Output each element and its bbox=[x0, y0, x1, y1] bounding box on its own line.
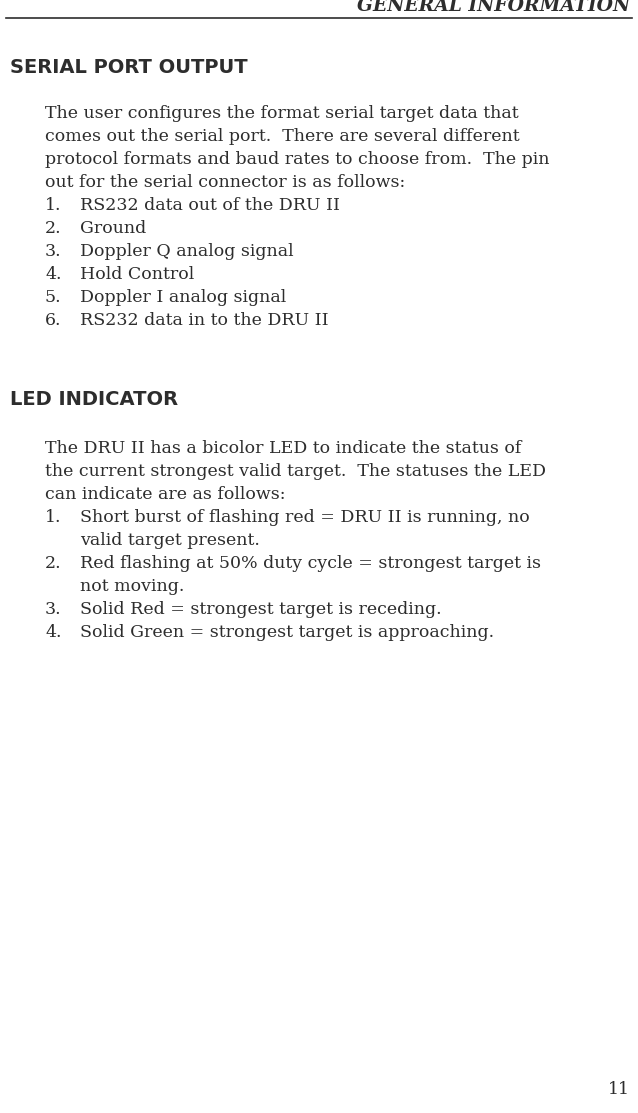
Text: 4.: 4. bbox=[45, 266, 61, 283]
Text: Doppler I analog signal: Doppler I analog signal bbox=[80, 289, 286, 306]
Text: not moving.: not moving. bbox=[80, 578, 184, 595]
Text: The DRU II has a bicolor LED to indicate the status of: The DRU II has a bicolor LED to indicate… bbox=[45, 440, 521, 457]
Text: Short burst of flashing red = DRU II is running, no: Short burst of flashing red = DRU II is … bbox=[80, 509, 530, 526]
Text: out for the serial connector is as follows:: out for the serial connector is as follo… bbox=[45, 174, 405, 191]
Text: 3.: 3. bbox=[45, 243, 62, 260]
Text: LED INDICATOR: LED INDICATOR bbox=[10, 390, 178, 408]
Text: Solid Green = strongest target is approaching.: Solid Green = strongest target is approa… bbox=[80, 624, 494, 641]
Text: 2.: 2. bbox=[45, 220, 62, 237]
Text: Solid Red = strongest target is receding.: Solid Red = strongest target is receding… bbox=[80, 601, 441, 618]
Text: Hold Control: Hold Control bbox=[80, 266, 194, 283]
Text: RS232 data in to the DRU II: RS232 data in to the DRU II bbox=[80, 312, 329, 329]
Text: The user configures the format serial target data that: The user configures the format serial ta… bbox=[45, 105, 519, 122]
Text: 1.: 1. bbox=[45, 509, 61, 526]
Text: 2.: 2. bbox=[45, 555, 62, 572]
Text: valid target present.: valid target present. bbox=[80, 532, 260, 549]
Text: 6.: 6. bbox=[45, 312, 61, 329]
Text: the current strongest valid target.  The statuses the LED: the current strongest valid target. The … bbox=[45, 463, 546, 480]
Text: comes out the serial port.  There are several different: comes out the serial port. There are sev… bbox=[45, 128, 519, 145]
Text: SERIAL PORT OUTPUT: SERIAL PORT OUTPUT bbox=[10, 58, 248, 77]
Text: can indicate are as follows:: can indicate are as follows: bbox=[45, 486, 285, 503]
Text: RS232 data out of the DRU II: RS232 data out of the DRU II bbox=[80, 197, 340, 214]
Text: 11: 11 bbox=[608, 1081, 630, 1099]
Text: 3.: 3. bbox=[45, 601, 62, 618]
Text: 5.: 5. bbox=[45, 289, 62, 306]
Text: 1.: 1. bbox=[45, 197, 61, 214]
Text: 4.: 4. bbox=[45, 624, 61, 641]
Text: GENERAL INFORMATION: GENERAL INFORMATION bbox=[357, 0, 630, 14]
Text: protocol formats and baud rates to choose from.  The pin: protocol formats and baud rates to choos… bbox=[45, 151, 549, 168]
Text: Ground: Ground bbox=[80, 220, 146, 237]
Text: Doppler Q analog signal: Doppler Q analog signal bbox=[80, 243, 293, 260]
Text: Red flashing at 50% duty cycle = strongest target is: Red flashing at 50% duty cycle = stronge… bbox=[80, 555, 541, 572]
